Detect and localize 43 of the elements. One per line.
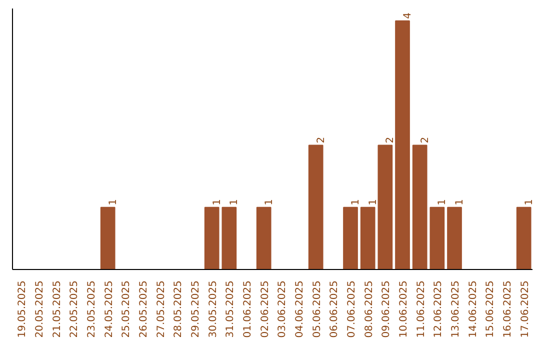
data-label: 1 — [368, 198, 379, 206]
x-tick-label: 23.05.2025 — [86, 280, 98, 338]
x-tick-label: 30.05.2025 — [208, 280, 219, 338]
x-tick-label: 16.06.2025 — [502, 280, 514, 338]
data-label: 1 — [350, 198, 362, 206]
data-label: 1 — [524, 198, 535, 206]
x-tick-label: 17.06.2025 — [520, 280, 531, 338]
data-label: 1 — [229, 198, 240, 206]
x-tick-label: 06.06.2025 — [329, 280, 340, 338]
x-tick-label: 20.05.2025 — [34, 280, 46, 338]
x-tick-label: 12.06.2025 — [433, 280, 444, 338]
x-tick-label: 28.05.2025 — [173, 280, 184, 338]
x-tick-label: 03.06.2025 — [277, 280, 288, 338]
x-tick-label: 21.05.2025 — [52, 280, 63, 338]
x-tick-label: 27.05.2025 — [156, 280, 167, 338]
x-tick-label: 29.05.2025 — [190, 280, 202, 338]
x-tick-label: 14.06.2025 — [468, 280, 479, 338]
data-label: 1 — [437, 198, 448, 206]
x-tick-label: 13.06.2025 — [450, 280, 462, 338]
x-tick-label: 24.05.2025 — [104, 280, 115, 338]
data-label: 1 — [264, 198, 275, 206]
data-label: 1 — [108, 198, 119, 206]
x-tick-label: 26.05.2025 — [138, 280, 150, 338]
data-label: 2 — [385, 136, 396, 144]
data-label: 2 — [316, 136, 327, 144]
x-tick-label: 05.06.2025 — [312, 280, 323, 338]
x-tick-label: 02.06.2025 — [260, 280, 271, 338]
x-tick-label: 08.06.2025 — [364, 280, 375, 338]
x-tick-label: 25.05.2025 — [121, 280, 132, 338]
x-tick-label: 19.05.2025 — [17, 280, 28, 338]
x-tick-label: 22.05.2025 — [69, 280, 80, 338]
x-tick-label: 07.06.2025 — [346, 280, 358, 338]
data-label: 1 — [212, 198, 223, 206]
x-tick-label: 31.05.2025 — [225, 280, 236, 338]
data-label: 4 — [402, 12, 414, 19]
data-label: 1 — [454, 198, 466, 206]
x-tick-label: 11.06.2025 — [416, 280, 427, 338]
x-tick-label: 10.06.2025 — [398, 280, 410, 338]
x-tick-label: 04.06.2025 — [294, 280, 306, 338]
x-tick-label: 01.06.2025 — [242, 280, 254, 338]
x-tick-label: 09.06.2025 — [381, 280, 392, 338]
data-label: 2 — [420, 136, 431, 144]
x-tick-label: 15.06.2025 — [485, 280, 496, 338]
